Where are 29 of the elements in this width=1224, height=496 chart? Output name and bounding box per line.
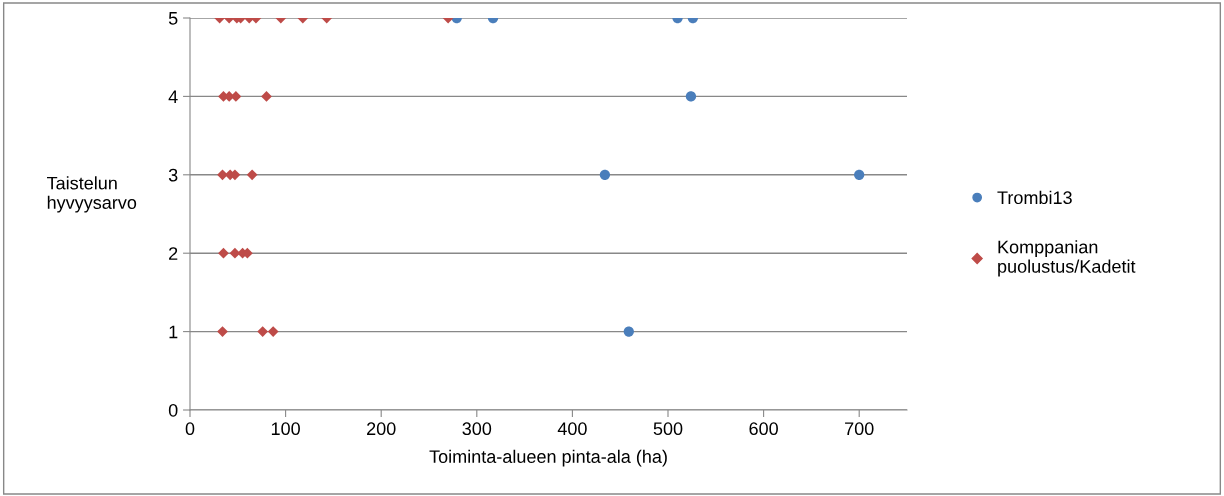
x-tick-label: 100 xyxy=(271,422,300,436)
point xyxy=(218,247,229,259)
y-tick-label: 0 xyxy=(168,403,178,417)
x-tick-label: 500 xyxy=(653,422,683,436)
point xyxy=(685,91,697,102)
point xyxy=(854,169,865,180)
x-tick-label: 700 xyxy=(845,422,874,436)
x-tick-label: 200 xyxy=(367,422,396,436)
legend-label: Trombi13 xyxy=(997,190,1072,205)
legend-label: Komppanian puolustus/Kadetit xyxy=(998,240,1136,277)
point xyxy=(217,169,228,181)
point xyxy=(217,326,228,337)
y-tick-label: 4 xyxy=(168,90,178,103)
y-axis-title: Taistelun hyvyysarvo xyxy=(47,176,137,213)
point xyxy=(623,326,634,337)
x-tick-label: 600 xyxy=(749,422,778,436)
x-axis-title: Toiminta-alueen pinta-ala (ha) xyxy=(429,449,667,467)
point xyxy=(257,326,269,337)
y-tick-label: 3 xyxy=(168,168,178,182)
x-tick-label: 400 xyxy=(557,422,587,436)
y-tick-label: 2 xyxy=(169,247,178,260)
x-tick-label: 300 xyxy=(462,422,492,436)
y-tick-label: 1 xyxy=(169,325,178,339)
point xyxy=(246,169,258,181)
x-tick-label: 0 xyxy=(185,422,195,436)
point xyxy=(599,169,611,180)
y-tick-label: 5 xyxy=(168,12,178,25)
point xyxy=(267,326,279,337)
point xyxy=(261,91,272,102)
